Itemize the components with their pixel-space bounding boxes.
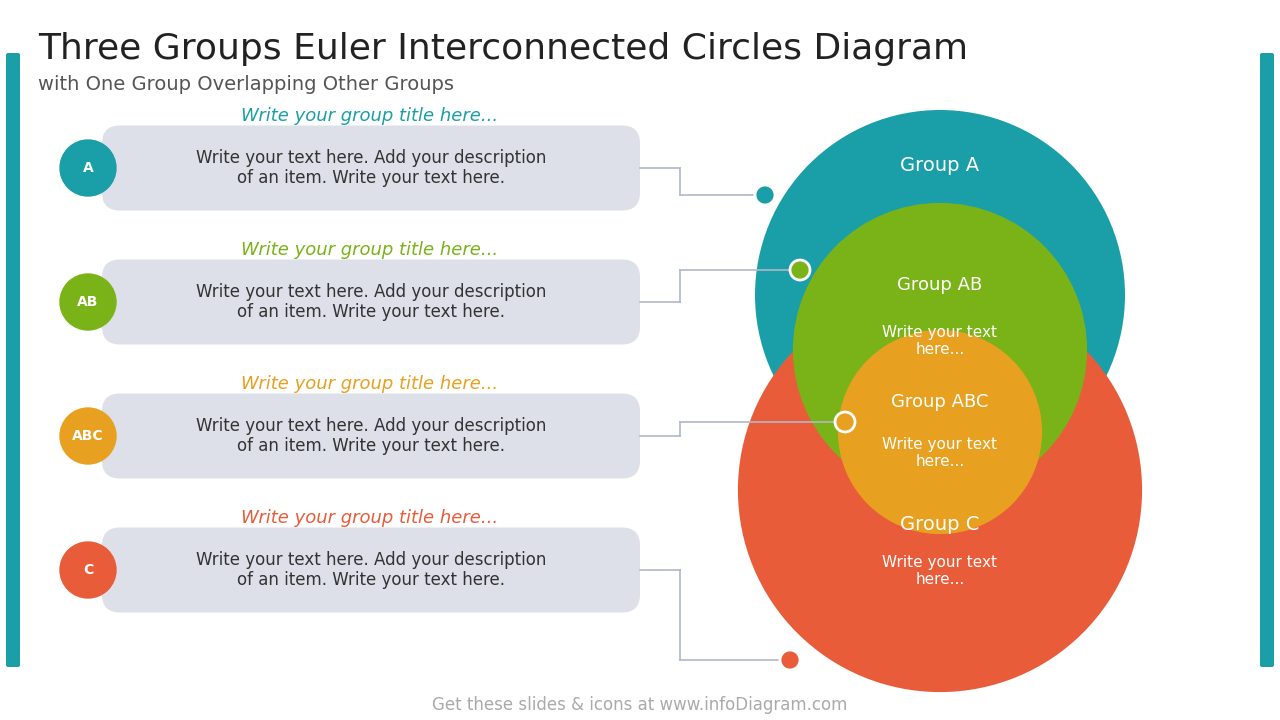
Text: Group A: Group A — [900, 156, 979, 174]
Circle shape — [60, 274, 116, 330]
Text: Write your group title here...: Write your group title here... — [242, 241, 499, 259]
Text: A: A — [83, 161, 93, 175]
Text: Group ABC: Group ABC — [891, 393, 988, 411]
Text: Write your text here. Add your description
of an item. Write your text here.: Write your text here. Add your descripti… — [196, 551, 547, 590]
Text: Write your text
here...: Write your text here... — [882, 437, 997, 469]
Text: Write your group title here...: Write your group title here... — [242, 375, 499, 393]
FancyBboxPatch shape — [102, 528, 640, 613]
Circle shape — [840, 332, 1039, 532]
Circle shape — [755, 185, 774, 205]
Text: Write your group title here...: Write your group title here... — [242, 107, 499, 125]
Text: Write your text
here...: Write your text here... — [882, 555, 997, 588]
FancyBboxPatch shape — [1260, 53, 1274, 667]
FancyBboxPatch shape — [102, 394, 640, 479]
Circle shape — [790, 260, 810, 280]
Text: Write your text
here...: Write your text here... — [882, 325, 997, 357]
Text: Get these slides & icons at www.infoDiagram.com: Get these slides & icons at www.infoDiag… — [433, 696, 847, 714]
Text: Write your text here. Add your description
of an item. Write your text here.: Write your text here. Add your descripti… — [196, 148, 547, 187]
Text: Write your text here. Add your description
of an item. Write your text here.: Write your text here. Add your descripti… — [196, 417, 547, 456]
Text: with One Group Overlapping Other Groups: with One Group Overlapping Other Groups — [38, 75, 454, 94]
FancyBboxPatch shape — [102, 125, 640, 210]
Circle shape — [795, 205, 1085, 495]
Text: Write your group title here...: Write your group title here... — [242, 509, 499, 527]
Circle shape — [835, 412, 855, 432]
Text: Three Groups Euler Interconnected Circles Diagram: Three Groups Euler Interconnected Circle… — [38, 32, 968, 66]
FancyBboxPatch shape — [102, 259, 640, 344]
FancyBboxPatch shape — [6, 53, 20, 667]
Text: C: C — [83, 563, 93, 577]
Circle shape — [60, 140, 116, 196]
Text: Group AB: Group AB — [897, 276, 983, 294]
Circle shape — [755, 110, 1125, 480]
Text: Write your text here. Add your description
of an item. Write your text here.: Write your text here. Add your descripti… — [196, 283, 547, 321]
Text: Group C: Group C — [900, 516, 979, 534]
Text: AB: AB — [77, 295, 99, 309]
Circle shape — [780, 650, 800, 670]
Circle shape — [60, 408, 116, 464]
Circle shape — [60, 542, 116, 598]
Circle shape — [740, 290, 1140, 690]
Text: ABC: ABC — [72, 429, 104, 443]
